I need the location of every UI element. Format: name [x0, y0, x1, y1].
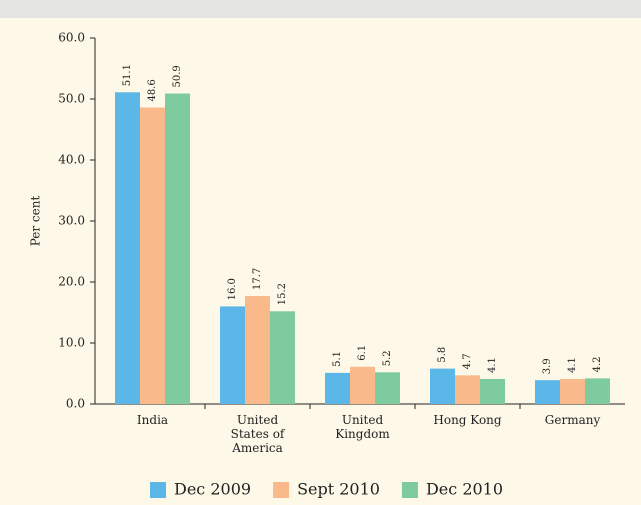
value-label: 17.7 [252, 268, 263, 290]
value-label: 48.6 [147, 79, 158, 101]
bar [220, 306, 245, 404]
bar [480, 378, 505, 404]
bar [245, 296, 270, 404]
x-tick-label: India [136, 413, 169, 427]
value-label: 5.8 [437, 347, 448, 363]
bar [535, 380, 560, 404]
y-tick-label: 0.0 [66, 397, 85, 411]
value-label: 4.7 [462, 353, 473, 369]
value-label: 50.9 [172, 65, 183, 87]
bar [325, 372, 350, 404]
legend-swatch [150, 482, 166, 498]
value-label: 51.1 [122, 64, 133, 86]
value-label: 4.2 [592, 356, 603, 372]
bar [270, 311, 295, 404]
y-tick-label: 50.0 [58, 92, 85, 106]
x-tick-label: Hong Kong [433, 413, 502, 427]
legend-swatch [401, 482, 418, 498]
value-label: 5.1 [332, 351, 343, 367]
y-tick-label: 10.0 [58, 336, 85, 350]
legend-label: Sept 2010 [297, 480, 380, 499]
bar [430, 368, 455, 404]
value-label: 3.9 [542, 358, 553, 374]
y-tick-label: 20.0 [58, 275, 85, 289]
value-label: 6.1 [357, 345, 368, 361]
bar [585, 378, 610, 404]
bar [140, 107, 165, 404]
bar [165, 93, 190, 404]
x-tick-label: Germany [544, 413, 601, 427]
value-label: 4.1 [567, 357, 578, 373]
x-tick-label: United States of America [230, 413, 285, 455]
bar [375, 372, 400, 404]
value-label: 15.2 [277, 283, 288, 305]
value-label: 16.0 [227, 278, 238, 300]
header-band [0, 0, 641, 18]
y-tick-label: 30.0 [58, 214, 85, 228]
y-axis-label: Per cent [29, 196, 43, 247]
bar [115, 92, 140, 404]
y-tick-label: 60.0 [58, 31, 85, 45]
legend-label: Dec 2009 [174, 480, 251, 499]
bar [560, 378, 585, 404]
value-label: 4.1 [487, 357, 498, 373]
bar [350, 366, 375, 404]
x-tick-label: United Kingdom [335, 413, 390, 441]
legend-swatch [273, 482, 290, 498]
legend-label: Dec 2010 [426, 480, 503, 499]
bar [455, 375, 480, 404]
value-label: 5.2 [382, 350, 393, 366]
y-tick-label: 40.0 [58, 153, 85, 167]
